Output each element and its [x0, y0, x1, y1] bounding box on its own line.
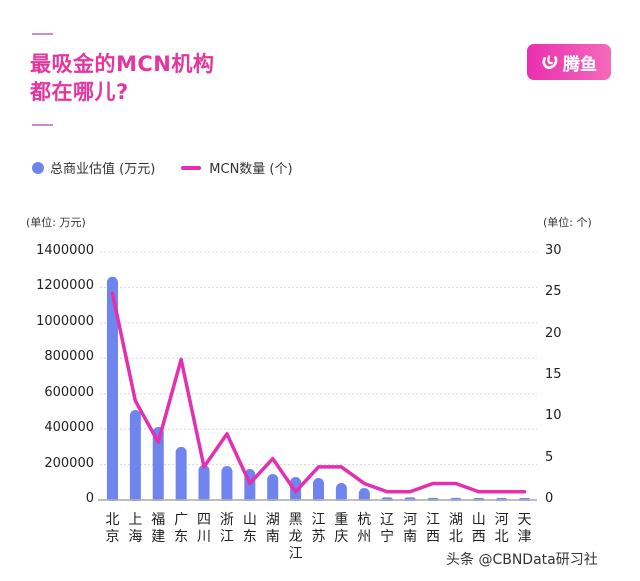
x-axis-label: 四川 — [197, 512, 212, 545]
left-axis-tick: 1000000 — [36, 313, 94, 329]
right-axis-unit: (单位: 个) — [543, 216, 592, 229]
x-axis-label: 重庆 — [334, 512, 349, 545]
left-axis-unit: (单位: 万元) — [26, 216, 86, 229]
left-axis-tick: 200000 — [44, 455, 94, 471]
x-axis-label: 福建 — [151, 512, 166, 545]
right-axis-tick: 20 — [545, 325, 562, 341]
right-axis-tick: 15 — [545, 367, 562, 382]
legend-line-label: MCN数量 (个) — [209, 162, 293, 177]
title-top-rule — [32, 33, 53, 35]
x-axis-label: 杭州 — [357, 512, 372, 545]
title-line-1: 最吸金的MCN机构 — [30, 52, 215, 76]
bar-5 — [221, 465, 233, 504]
x-axis-label: 山东 — [242, 512, 257, 545]
title-bottom-rule — [32, 124, 53, 126]
right-axis-tick: 30 — [545, 243, 562, 258]
right-axis-tick: 25 — [545, 284, 562, 300]
left-axis-tick: 400000 — [44, 420, 94, 436]
bar-9 — [313, 478, 324, 504]
bar-10 — [335, 482, 347, 504]
bar-1 — [129, 410, 141, 504]
x-axis-label: 湖北 — [448, 512, 463, 545]
chart-legend: 总商业估值 (万元) MCN数量 (个) — [32, 158, 293, 177]
left-axis-tick: 1200000 — [36, 278, 94, 294]
x-axis-label: 天津 — [517, 512, 532, 545]
right-axis-tick: 10 — [545, 408, 562, 424]
page-title: 最吸金的MCN机构 都在哪儿? — [30, 50, 214, 106]
x-axis-label: 江苏 — [311, 512, 326, 545]
legend-line-swatch-icon — [181, 165, 202, 170]
title-line-2: 都在哪儿? — [30, 80, 129, 104]
logo-text: 腾鱼 — [563, 54, 597, 75]
mcn-count-line — [110, 291, 527, 494]
bar-2 — [152, 427, 164, 504]
legend-bar-label: 总商业估值 (万元) — [50, 162, 156, 177]
x-axis-label: 河北 — [494, 512, 509, 545]
x-axis-label: 山西 — [471, 512, 486, 545]
tengyu-logo: 腾鱼 — [527, 44, 611, 80]
x-axis-label: 江西 — [425, 512, 440, 545]
left-axis-tick: 0 — [85, 491, 94, 506]
x-axis-label: 辽宁 — [380, 512, 395, 545]
left-axis-tick: 800000 — [44, 349, 94, 365]
bar-0 — [106, 276, 118, 504]
x-axis-label: 上海 — [128, 512, 143, 545]
x-axis-label: 北京 — [105, 512, 120, 545]
bar-7 — [267, 473, 279, 504]
x-axis-label: 黑龙江 — [288, 512, 303, 562]
left-axis-tick: 1400000 — [36, 243, 94, 258]
left-axis-tick: 600000 — [44, 384, 94, 400]
legend-bar-swatch-icon — [32, 161, 44, 174]
x-axis-label: 广东 — [174, 512, 189, 545]
tengyu-logo-icon — [542, 55, 558, 70]
x-axis-label: 河南 — [403, 512, 418, 545]
right-axis-tick: 5 — [545, 449, 554, 465]
bar-3 — [175, 446, 187, 504]
x-axis-label: 浙江 — [219, 512, 234, 545]
bar-4 — [198, 464, 210, 504]
right-axis-tick: 0 — [545, 491, 554, 506]
x-axis-label: 湖南 — [265, 512, 280, 545]
source-watermark: 头条 @CBNData研习社 — [446, 552, 598, 568]
